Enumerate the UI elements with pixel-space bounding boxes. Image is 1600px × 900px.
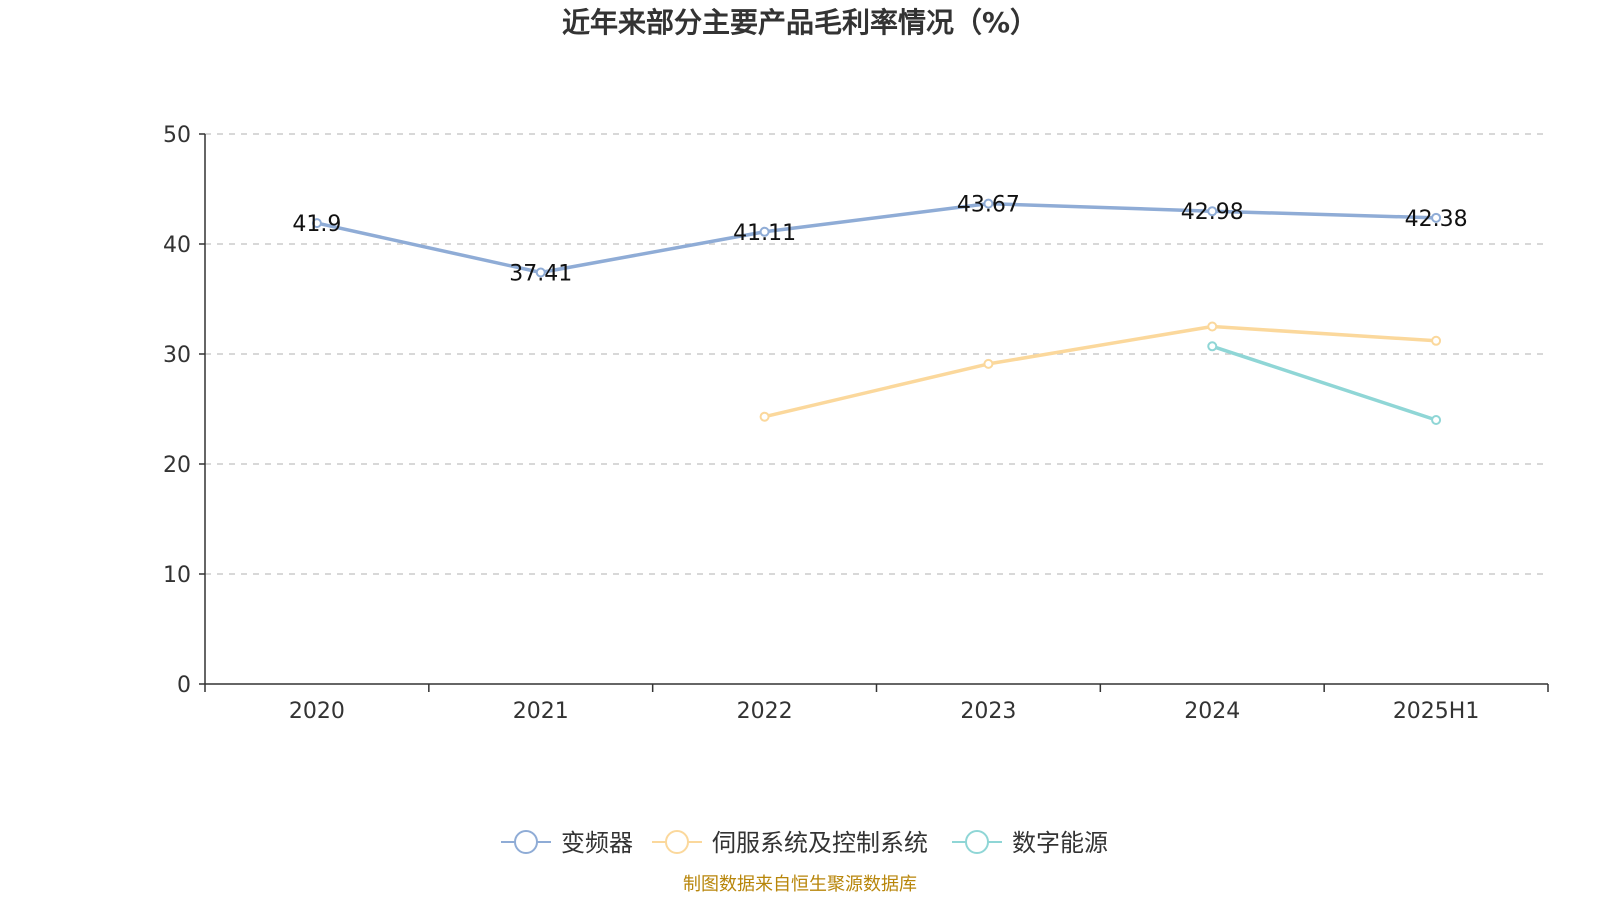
y-tick-label: 0 <box>177 673 191 698</box>
data-label: 37.41 <box>509 261 572 286</box>
data-point <box>535 267 546 278</box>
data-point <box>759 411 770 422</box>
y-tick-label: 50 <box>163 123 191 148</box>
data-label: 42.98 <box>1181 200 1244 225</box>
data-point <box>1207 321 1218 332</box>
x-tick-label: 2021 <box>513 699 569 724</box>
y-tick-label: 10 <box>163 563 191 588</box>
x-tick-label: 2020 <box>289 699 345 724</box>
data-labels: 41.9 37.41 41.11 43.67 42.98 42.38 <box>292 193 1467 287</box>
legend[interactable]: 变频器 伺服系统及控制系统 数字能源 <box>501 829 1108 857</box>
legend-item[interactable]: 变频器 <box>501 829 633 857</box>
x-tick-label: 2025H1 <box>1393 699 1480 724</box>
legend-item[interactable]: 数字能源 <box>952 829 1108 857</box>
y-tick-label: 30 <box>163 343 191 368</box>
series-line-0 <box>315 201 1438 275</box>
legend-label: 变频器 <box>561 829 633 857</box>
series-line-1 <box>762 324 1438 419</box>
data-label: 42.38 <box>1405 207 1468 232</box>
data-point <box>983 358 994 369</box>
y-tick-label: 40 <box>163 233 191 258</box>
x-tick-label: 2024 <box>1184 699 1240 724</box>
legend-circle-icon <box>514 830 538 854</box>
data-point <box>1431 335 1442 346</box>
x-tick-label: 2022 <box>737 699 793 724</box>
legend-label: 数字能源 <box>1012 829 1108 857</box>
data-label: 41.9 <box>292 212 341 237</box>
x-tick-label: 2023 <box>960 699 1016 724</box>
legend-label: 伺服系统及控制系统 <box>712 829 928 857</box>
data-point <box>759 226 770 237</box>
chart-title: 近年来部分主要产品毛利率情况（%） <box>562 6 1038 39</box>
data-point <box>1431 415 1442 425</box>
series-layer <box>311 198 1442 425</box>
data-point <box>311 218 322 229</box>
data-label: 43.67 <box>957 193 1020 218</box>
legend-circle-icon <box>665 830 689 854</box>
legend-item[interactable]: 伺服系统及控制系统 <box>652 829 928 857</box>
data-point <box>1431 212 1442 223</box>
series-line-2 <box>1210 344 1438 422</box>
axes: 0 10 20 30 40 50 2020 2021 2022 2023 2024 2025H1 <box>163 123 1549 724</box>
data-point <box>1207 206 1218 217</box>
legend-circle-icon <box>965 830 989 854</box>
source-note: 制图数据来自恒生聚源数据库 <box>683 874 917 895</box>
data-label: 41.11 <box>733 221 796 246</box>
data-point <box>983 198 994 209</box>
data-point <box>1207 341 1218 352</box>
grid-lines <box>205 133 1548 575</box>
y-tick-label: 20 <box>163 453 191 478</box>
